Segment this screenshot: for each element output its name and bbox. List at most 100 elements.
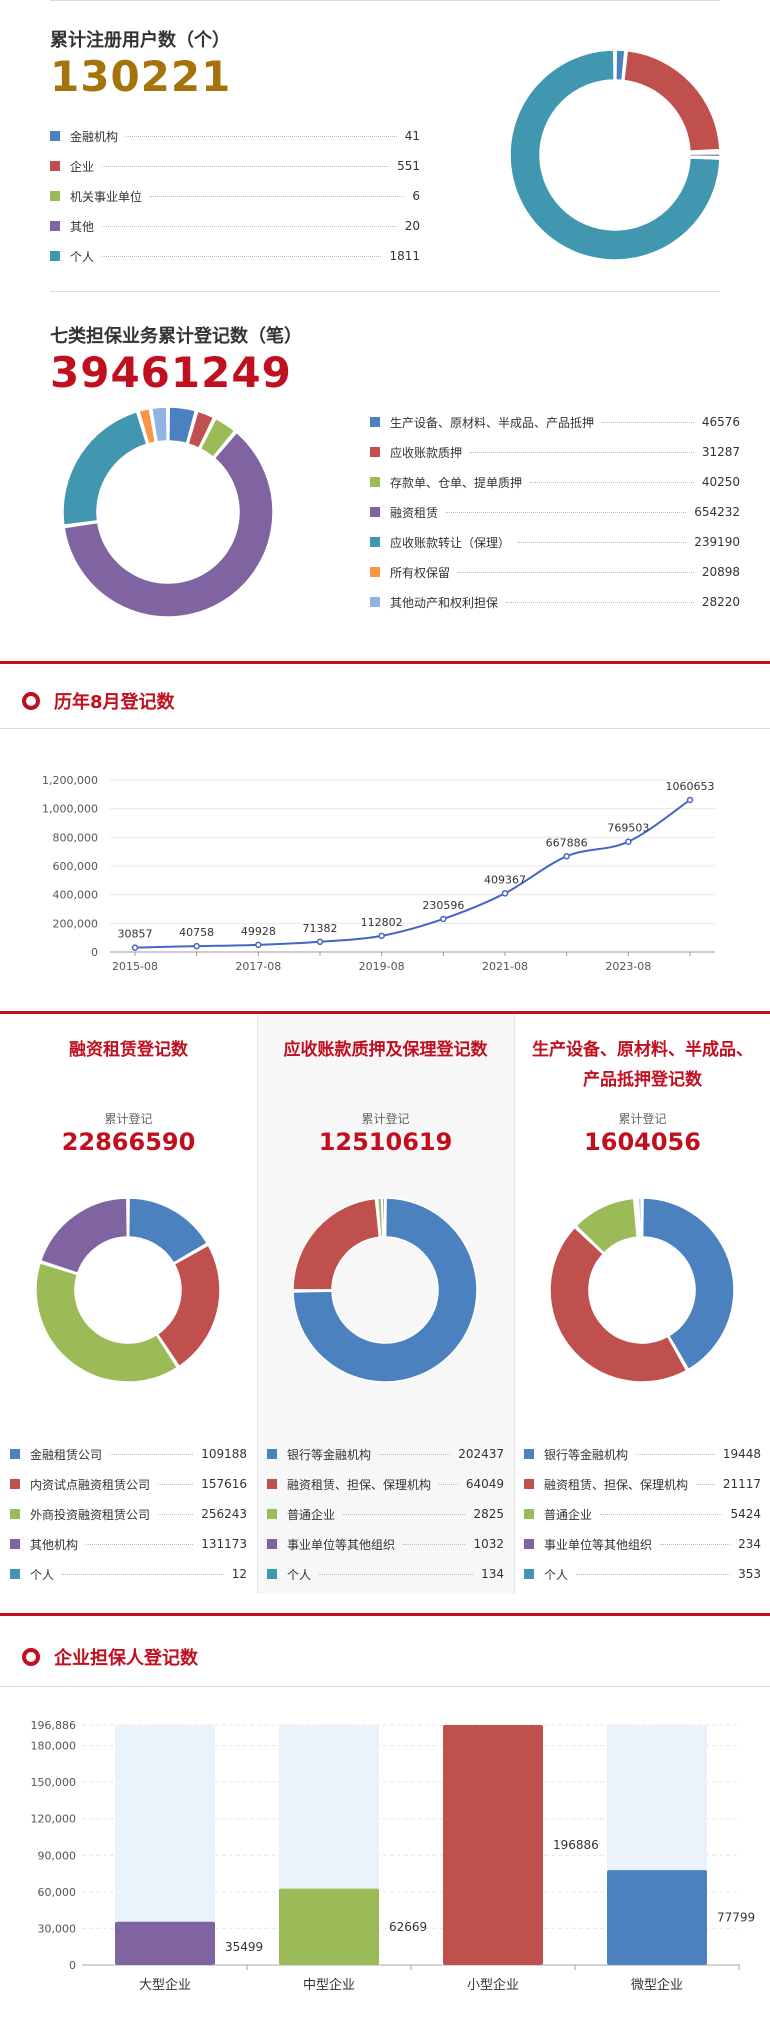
legend-label: 其他动产和权利担保 [390,595,499,610]
legend-value: 157616 [201,1477,247,1491]
donut-slice [635,1197,640,1238]
legend-label: 所有权保留 [390,565,451,580]
legend-swatch [267,1569,277,1579]
x-tick-label: 2023-08 [605,960,651,973]
legend-value: 41 [404,129,420,143]
enterprise-bar-chart: 0 30,000 60,000 90,000 120,000 150,000 180,000… [31,1719,756,1993]
legend-swatch [267,1479,277,1489]
data-point [501,890,509,897]
legend-leader-dots [150,195,405,197]
legend-value: 20 [404,219,420,233]
data-point [440,915,447,923]
y-tick-label: 200,000 [53,917,99,930]
y-tick-label: 60,000 [38,1886,77,1899]
legend-item: 银行等金融机构 19448 [524,1444,761,1464]
legend-value: 239190 [694,535,740,549]
legend-value: 654232 [694,505,740,519]
donut-slice [150,406,168,443]
data-label: 30857 [118,928,153,941]
guarantee-business-label: 七类担保业务累计登记数（笔） [50,326,302,347]
y-tick-label: 90,000 [38,1849,77,1862]
x-tick-label: 2017-08 [235,960,281,973]
legend-label: 企业 [70,159,95,174]
column-subtitle: 累计登记 [104,1112,153,1126]
guarantee-business-total: 39461249 [50,348,292,397]
registered-users-total: 130221 [50,52,232,101]
y-tick-label: 196,886 [31,1719,77,1732]
legend-value: 1032 [473,1537,504,1551]
ring-icon [22,692,40,710]
donut-slice [689,150,721,154]
donut-slice [63,431,274,618]
legend-label: 金融租赁公司 [30,1447,103,1462]
data-label: 40758 [179,926,214,939]
legend-leader-dots [343,1513,466,1515]
section-red-bar [0,661,770,664]
legend-swatch [370,537,380,547]
legend-value: 19448 [722,1447,761,1461]
donut-slice [199,417,236,459]
legend-label: 融资租赁、担保、保理机构 [287,1477,432,1492]
bar-value-label: 77799 [717,1911,755,1925]
donut-slice [575,1197,638,1255]
y-tick-label: 0 [69,1959,76,1972]
column-subtitle: 累计登记 [361,1112,410,1126]
legend-label: 应收账款转让（保理） [390,535,511,550]
section-divider [0,728,770,729]
column-donut-chart [549,1197,735,1383]
column-subtitle: 累计登记 [618,1112,667,1126]
legend-value: 40250 [701,475,740,489]
legend-label: 机关事业单位 [70,189,143,204]
column-donut-chart [292,1197,478,1383]
data-label: 112802 [361,916,403,929]
data-label: 1060653 [666,780,715,793]
legend-leader-dots [518,541,687,543]
legend-leader-dots [319,1573,474,1575]
legend-item: 生产设备、原材料、半成品、产品抵押 46576 [370,412,740,432]
column-divider [514,1014,515,1594]
column-title: 融资租赁登记数 [69,1040,188,1060]
legend-item: 其他动产和权利担保 28220 [370,592,740,612]
legend-item: 事业单位等其他组织 1032 [267,1534,504,1554]
legend-value: 1811 [389,249,420,263]
y-tick-label: 1,000,000 [42,803,98,816]
legend-value: 134 [481,1567,504,1581]
enterprise-section-header: 企业担保人登记数 [22,1644,198,1670]
donut-slice [637,1197,643,1238]
legend-label: 普通企业 [544,1507,593,1522]
enterprise-section-title: 企业担保人登记数 [54,1648,198,1669]
donut-slice [509,49,721,261]
legend-item: 机关事业单位 6 [50,186,420,206]
legend-label: 银行等金融机构 [544,1447,629,1462]
donut-slice [615,49,626,82]
x-tick-label: 2015-08 [112,960,158,973]
legend-leader-dots [446,511,687,513]
legend-swatch [370,477,380,487]
legend-value: 109188 [201,1447,247,1461]
legend-item: 融资租赁 654232 [370,502,740,522]
legend-value: 202437 [458,1447,504,1461]
legend-leader-dots [600,1513,723,1515]
legend-value: 46576 [701,415,740,429]
legend-item: 银行等金融机构 202437 [267,1444,504,1464]
legend-leader-dots [506,601,694,603]
legend-leader-dots [530,481,694,483]
top-divider [50,0,720,1]
legend-leader-dots [62,1573,224,1575]
legend-leader-dots [86,1543,194,1545]
legend-value: 2825 [473,1507,504,1521]
legend-item: 个人 12 [10,1564,247,1584]
legend-label: 融资租赁 [390,505,439,520]
legend-leader-dots [110,1453,194,1455]
column-total: 1604056 [584,1128,701,1156]
y-tick-label: 30,000 [38,1922,77,1935]
legend-item: 应收账款质押 31287 [370,442,740,462]
data-point [378,932,385,940]
data-point [131,944,139,951]
legend-leader-dots [602,421,694,423]
data-point [563,853,570,860]
x-category-label: 微型企业 [631,1977,683,1993]
bar [115,1921,215,1965]
series-line [134,799,691,949]
donut-slice [39,1197,129,1275]
